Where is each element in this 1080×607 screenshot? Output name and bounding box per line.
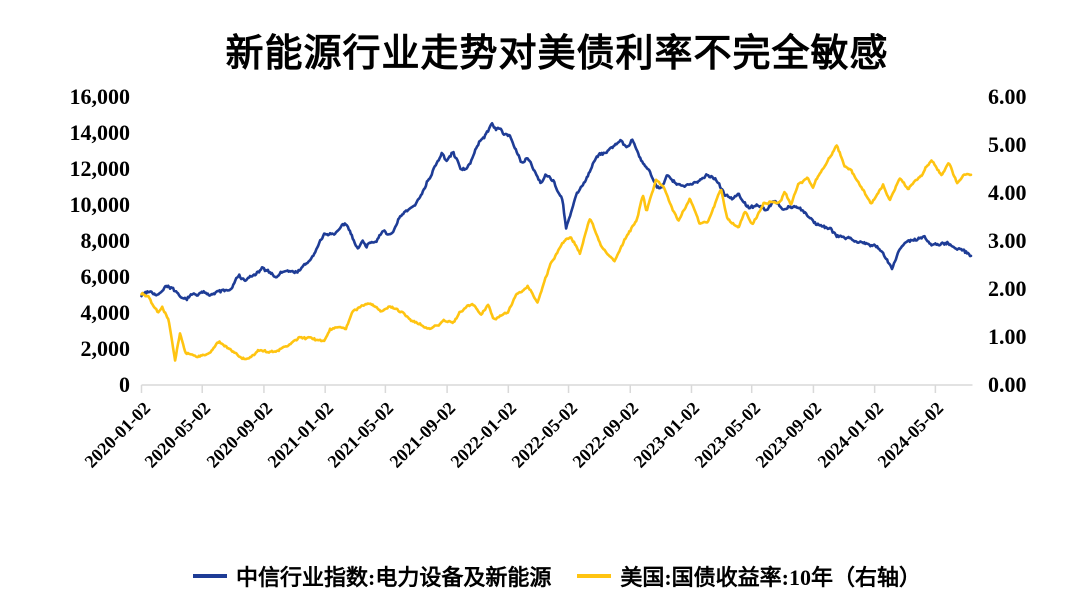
y-axis-left-tick-label: 16,000	[69, 84, 131, 109]
chart-title: 新能源行业走势对美债利率不完全敏感	[225, 33, 889, 75]
y-axis-right-tick-label: 1.00	[988, 324, 1027, 349]
y-axis-left-tick-label: 8,000	[80, 228, 131, 253]
y-axis-left-tick-label: 6,000	[80, 264, 131, 289]
y-axis-left-tick-label: 4,000	[80, 300, 131, 325]
y-axis-right-tick-label: 4.00	[988, 180, 1027, 205]
y-axis-left-tick-label: 12,000	[69, 156, 131, 181]
y-axis-left-tick-label: 14,000	[69, 120, 131, 145]
series-line-us10y-yield	[140, 144, 973, 362]
y-axis-left-tick-label: 0	[119, 372, 130, 397]
y-axis-left-tick-label: 2,000	[80, 336, 131, 361]
y-axis-left-tick-label: 10,000	[69, 192, 131, 217]
legend-marker-citic-index	[193, 574, 227, 578]
legend-item-us10y-yield: 美国:国债收益率:10年（右轴）	[577, 560, 921, 592]
y-axis-right-tick-label: 3.00	[988, 228, 1027, 253]
y-axis-right-tick-label: 6.00	[988, 84, 1027, 109]
legend-label-citic-index: 中信行业指数:电力设备及新能源	[236, 565, 552, 590]
series-line-citic-index	[140, 122, 973, 302]
chart-legend: 中信行业指数:电力设备及新能源 美国:国债收益率:10年（右轴）	[141, 560, 973, 592]
legend-item-citic-index: 中信行业指数:电力设备及新能源	[193, 560, 551, 592]
legend-marker-us10y-yield	[577, 574, 612, 578]
y-axis-right-tick-label: 0.00	[988, 372, 1027, 397]
y-axis-right-tick-label: 2.00	[988, 276, 1027, 301]
legend-label-us10y-yield: 美国:国债收益率:10年（右轴）	[620, 565, 921, 590]
y-axis-right-tick-label: 5.00	[988, 132, 1027, 157]
